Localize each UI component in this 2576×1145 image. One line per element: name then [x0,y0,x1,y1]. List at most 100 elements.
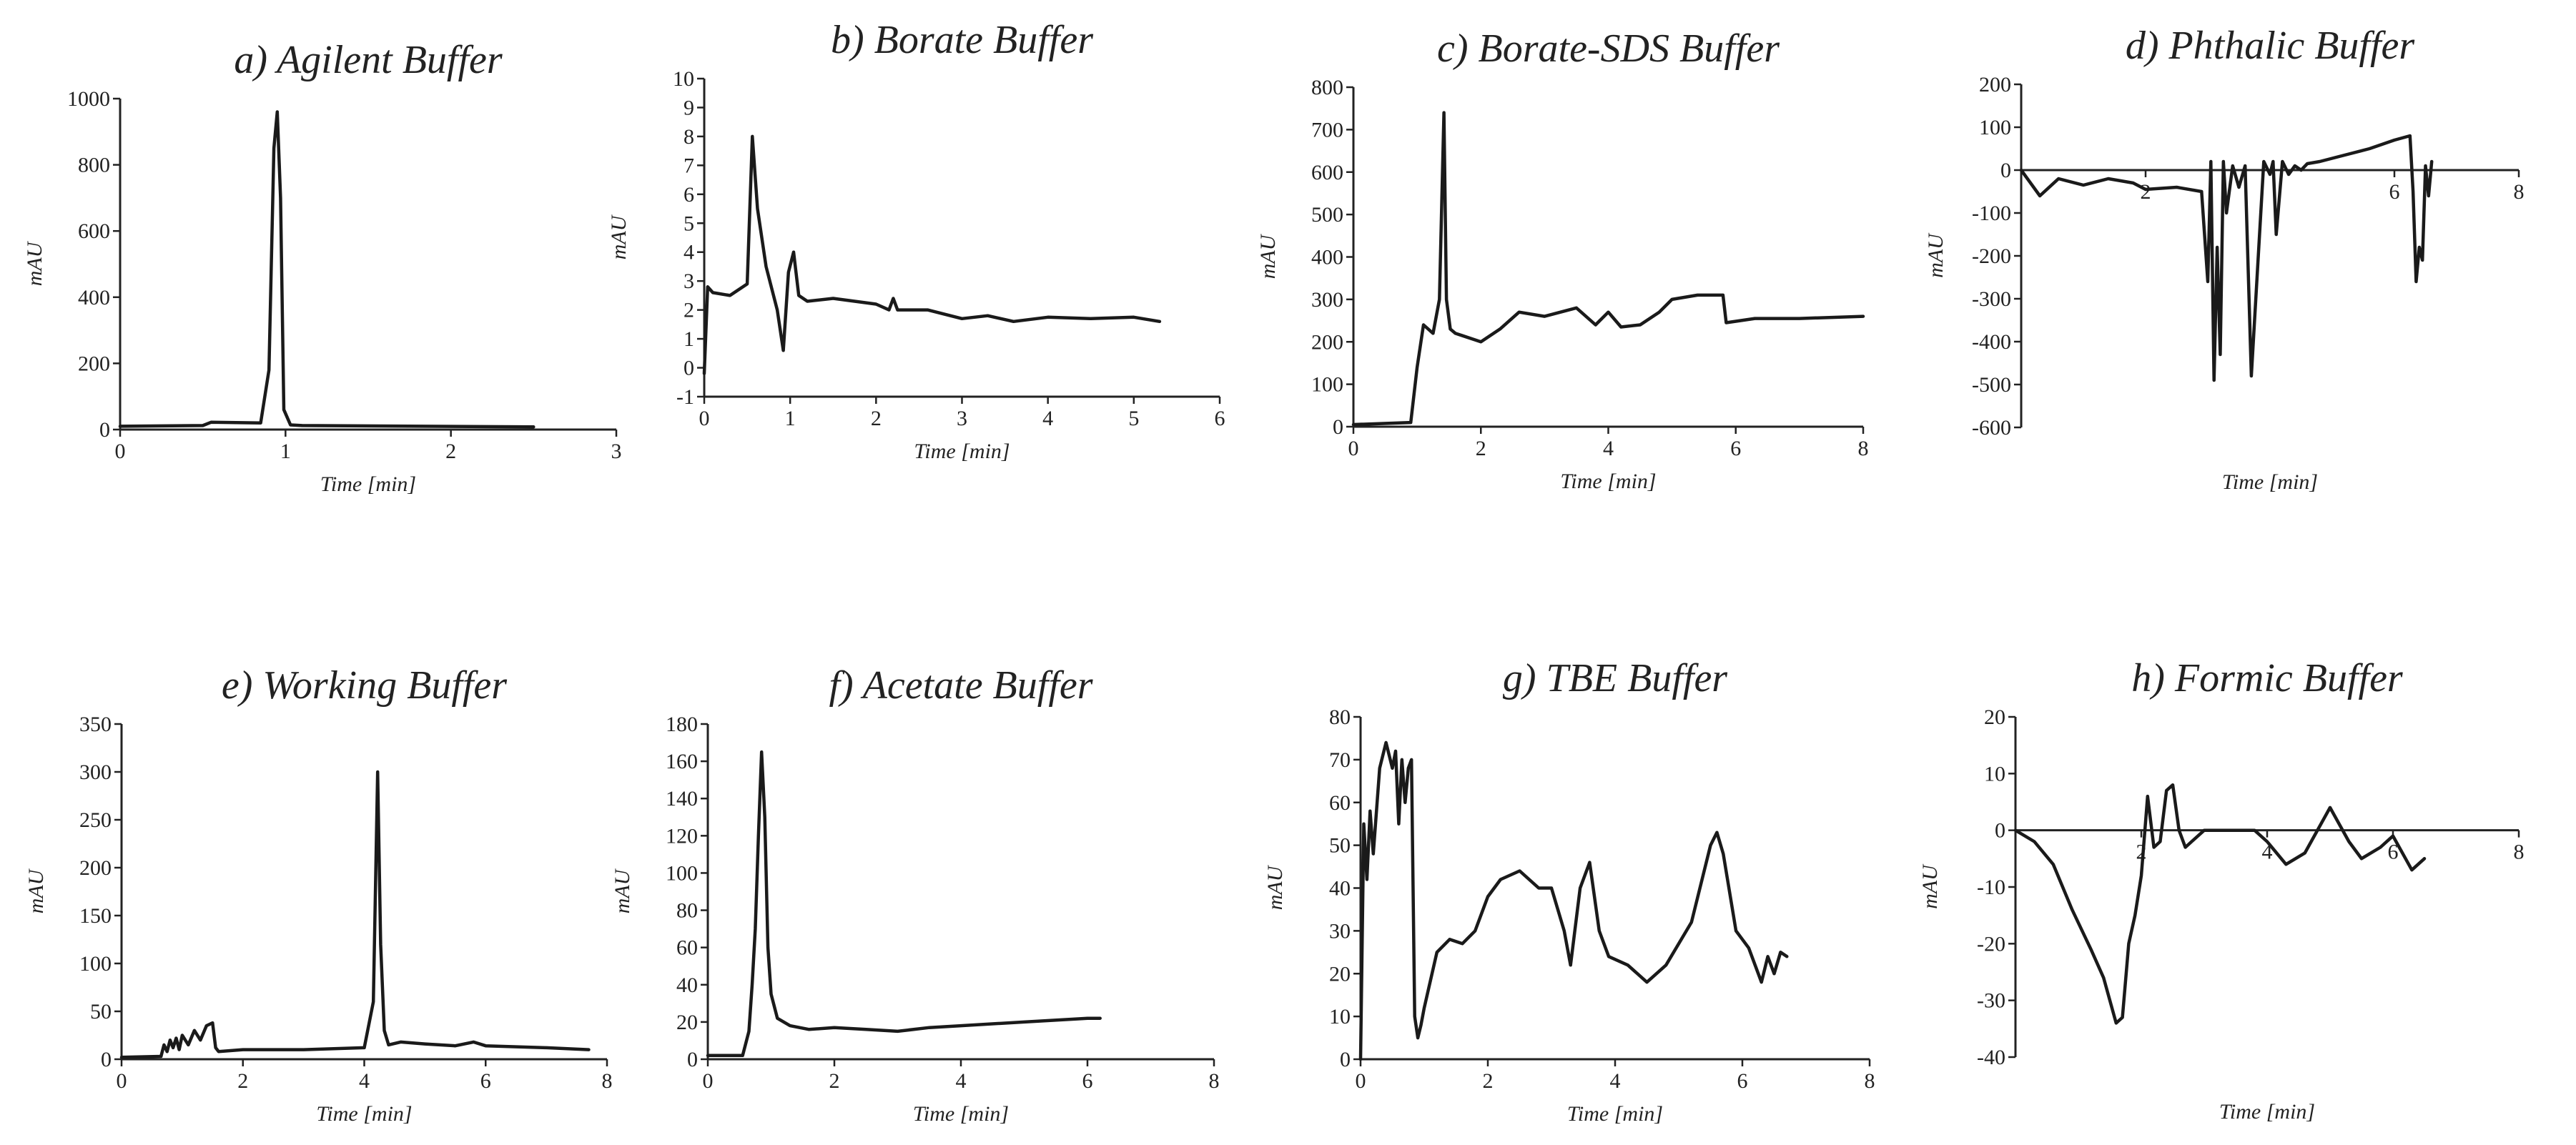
series-line [119,770,591,1059]
y-tick-label: 5 [684,212,694,235]
x-tick-label: 8 [1865,1069,1875,1093]
y-tick-label: -30 [1977,989,2005,1013]
y-tick-label: 50 [1329,834,1351,858]
y-tick-label: 2 [684,299,694,322]
x-tick-label: 2 [871,407,882,430]
y-tick-label: 10 [1984,762,2005,785]
chart-title: c) Borate-SDS Buffer [1437,26,1780,71]
x-tick-label: 6 [480,1069,491,1093]
x-tick-label: 4 [1603,437,1614,460]
x-axis-label: Time [min] [914,440,1010,463]
y-tick-label: -100 [1972,202,2011,225]
chart-title: d) Phthalic Buffer [2126,24,2415,68]
x-tick-label: 4 [956,1069,967,1093]
y-tick-label: 80 [676,899,698,923]
x-tick-label: 0 [1356,1069,1366,1093]
y-tick-label: 50 [90,1000,112,1023]
x-tick-label: 8 [2514,841,2525,864]
x-axis-label: Time [min] [1567,1102,1663,1126]
y-tick-label: -1 [676,385,694,409]
x-tick-label: 2 [829,1069,840,1093]
y-tick-label: 0 [684,357,694,380]
y-axis-label: mAU [24,868,48,913]
y-tick-label: 400 [1311,246,1343,269]
x-tick-label: 5 [1128,407,1139,430]
chart-panel-d: d) Phthalic Buffer -600 -500 -400 -300 -200 -1… [1924,24,2525,494]
x-tick-label: 2 [237,1069,248,1093]
y-tick-label: 20 [1984,705,2005,729]
x-tick-label: 3 [957,407,967,430]
x-axis-label: Time [min] [320,472,416,496]
x-tick-label: 2 [445,440,456,463]
y-tick-label: 600 [78,219,110,243]
series-line [2019,134,2434,382]
x-axis-label: Time [min] [1560,470,1656,493]
y-axis-label: mAU [23,240,46,286]
x-tick-label: 8 [2514,180,2525,204]
y-tick-label: 300 [1311,288,1343,312]
y-tick-label: 800 [78,154,110,177]
y-tick-label: 0 [2000,159,2011,182]
y-tick-label: 100 [79,952,112,976]
y-tick-label: -400 [1972,330,2011,354]
chart-title: a) Agilent Buffer [234,38,503,82]
x-tick-label: 6 [1082,1069,1093,1093]
y-tick-label: 400 [78,286,110,309]
series-line [702,134,1162,375]
chart-title: e) Working Buffer [222,663,507,708]
y-tick-label: 70 [1329,748,1351,772]
y-tick-label: 60 [676,936,698,960]
y-tick-label: 10 [1329,1005,1351,1028]
y-tick-label: 0 [687,1048,698,1071]
x-axis-label: Time [min] [913,1102,1009,1126]
x-axis-label: Time [min] [2219,1100,2315,1124]
series-line [706,750,1102,1058]
y-tick-label: 10 [673,67,694,91]
y-tick-label: -300 [1972,287,2011,311]
x-tick-label: 6 [1215,407,1225,430]
y-tick-label: -200 [1972,244,2011,268]
x-tick-label: 6 [1737,1069,1748,1093]
x-tick-label: 2 [1476,437,1486,460]
x-tick-label: 8 [1858,437,1869,460]
y-tick-label: 500 [1311,203,1343,227]
x-tick-label: 4 [1042,407,1053,430]
y-tick-label: 160 [666,750,698,773]
y-tick-label: 30 [1329,919,1351,943]
y-tick-label: 7 [684,154,694,177]
x-axis-label: Time [min] [2222,470,2318,494]
y-tick-label: 8 [684,125,694,149]
x-tick-label: 3 [611,440,622,463]
y-tick-label: 0 [101,1048,112,1071]
chart-title: h) Formic Buffer [2131,656,2403,700]
x-tick-label: 0 [703,1069,714,1093]
y-tick-label: 0 [1333,415,1343,439]
y-tick-label: 200 [79,856,112,880]
chart-panel-a: a) Agilent Buffer 0 200 400 600 800 1000 0 1 2 3 Ti… [23,38,622,496]
y-tick-label: 700 [1311,118,1343,142]
x-tick-label: 0 [1348,437,1359,460]
x-tick-label: 2 [2141,180,2151,204]
series-line [118,110,536,429]
y-tick-label: 0 [99,418,110,442]
y-tick-label: 200 [78,352,110,375]
y-tick-label: 200 [1311,330,1343,354]
y-tick-label: 60 [1329,791,1351,815]
y-tick-label: 100 [1979,116,2011,139]
y-tick-label: 1 [684,327,694,351]
y-tick-label: 350 [79,713,112,736]
y-axis-label: mAU [1924,232,1948,278]
y-tick-label: 20 [1329,962,1351,986]
y-tick-label: 1000 [67,87,110,111]
y-tick-label: 40 [676,973,698,997]
y-tick-label: 3 [684,269,694,293]
y-tick-label: 40 [1329,877,1351,901]
series-line [1358,740,1789,1061]
x-tick-label: 2 [1483,1069,1494,1093]
x-tick-label: 0 [115,440,126,463]
x-tick-label: 1 [280,440,291,463]
x-tick-label: 6 [2388,841,2399,864]
y-tick-label: -20 [1977,932,2005,956]
y-tick-label: 120 [666,824,698,848]
x-tick-label: 0 [699,407,710,430]
